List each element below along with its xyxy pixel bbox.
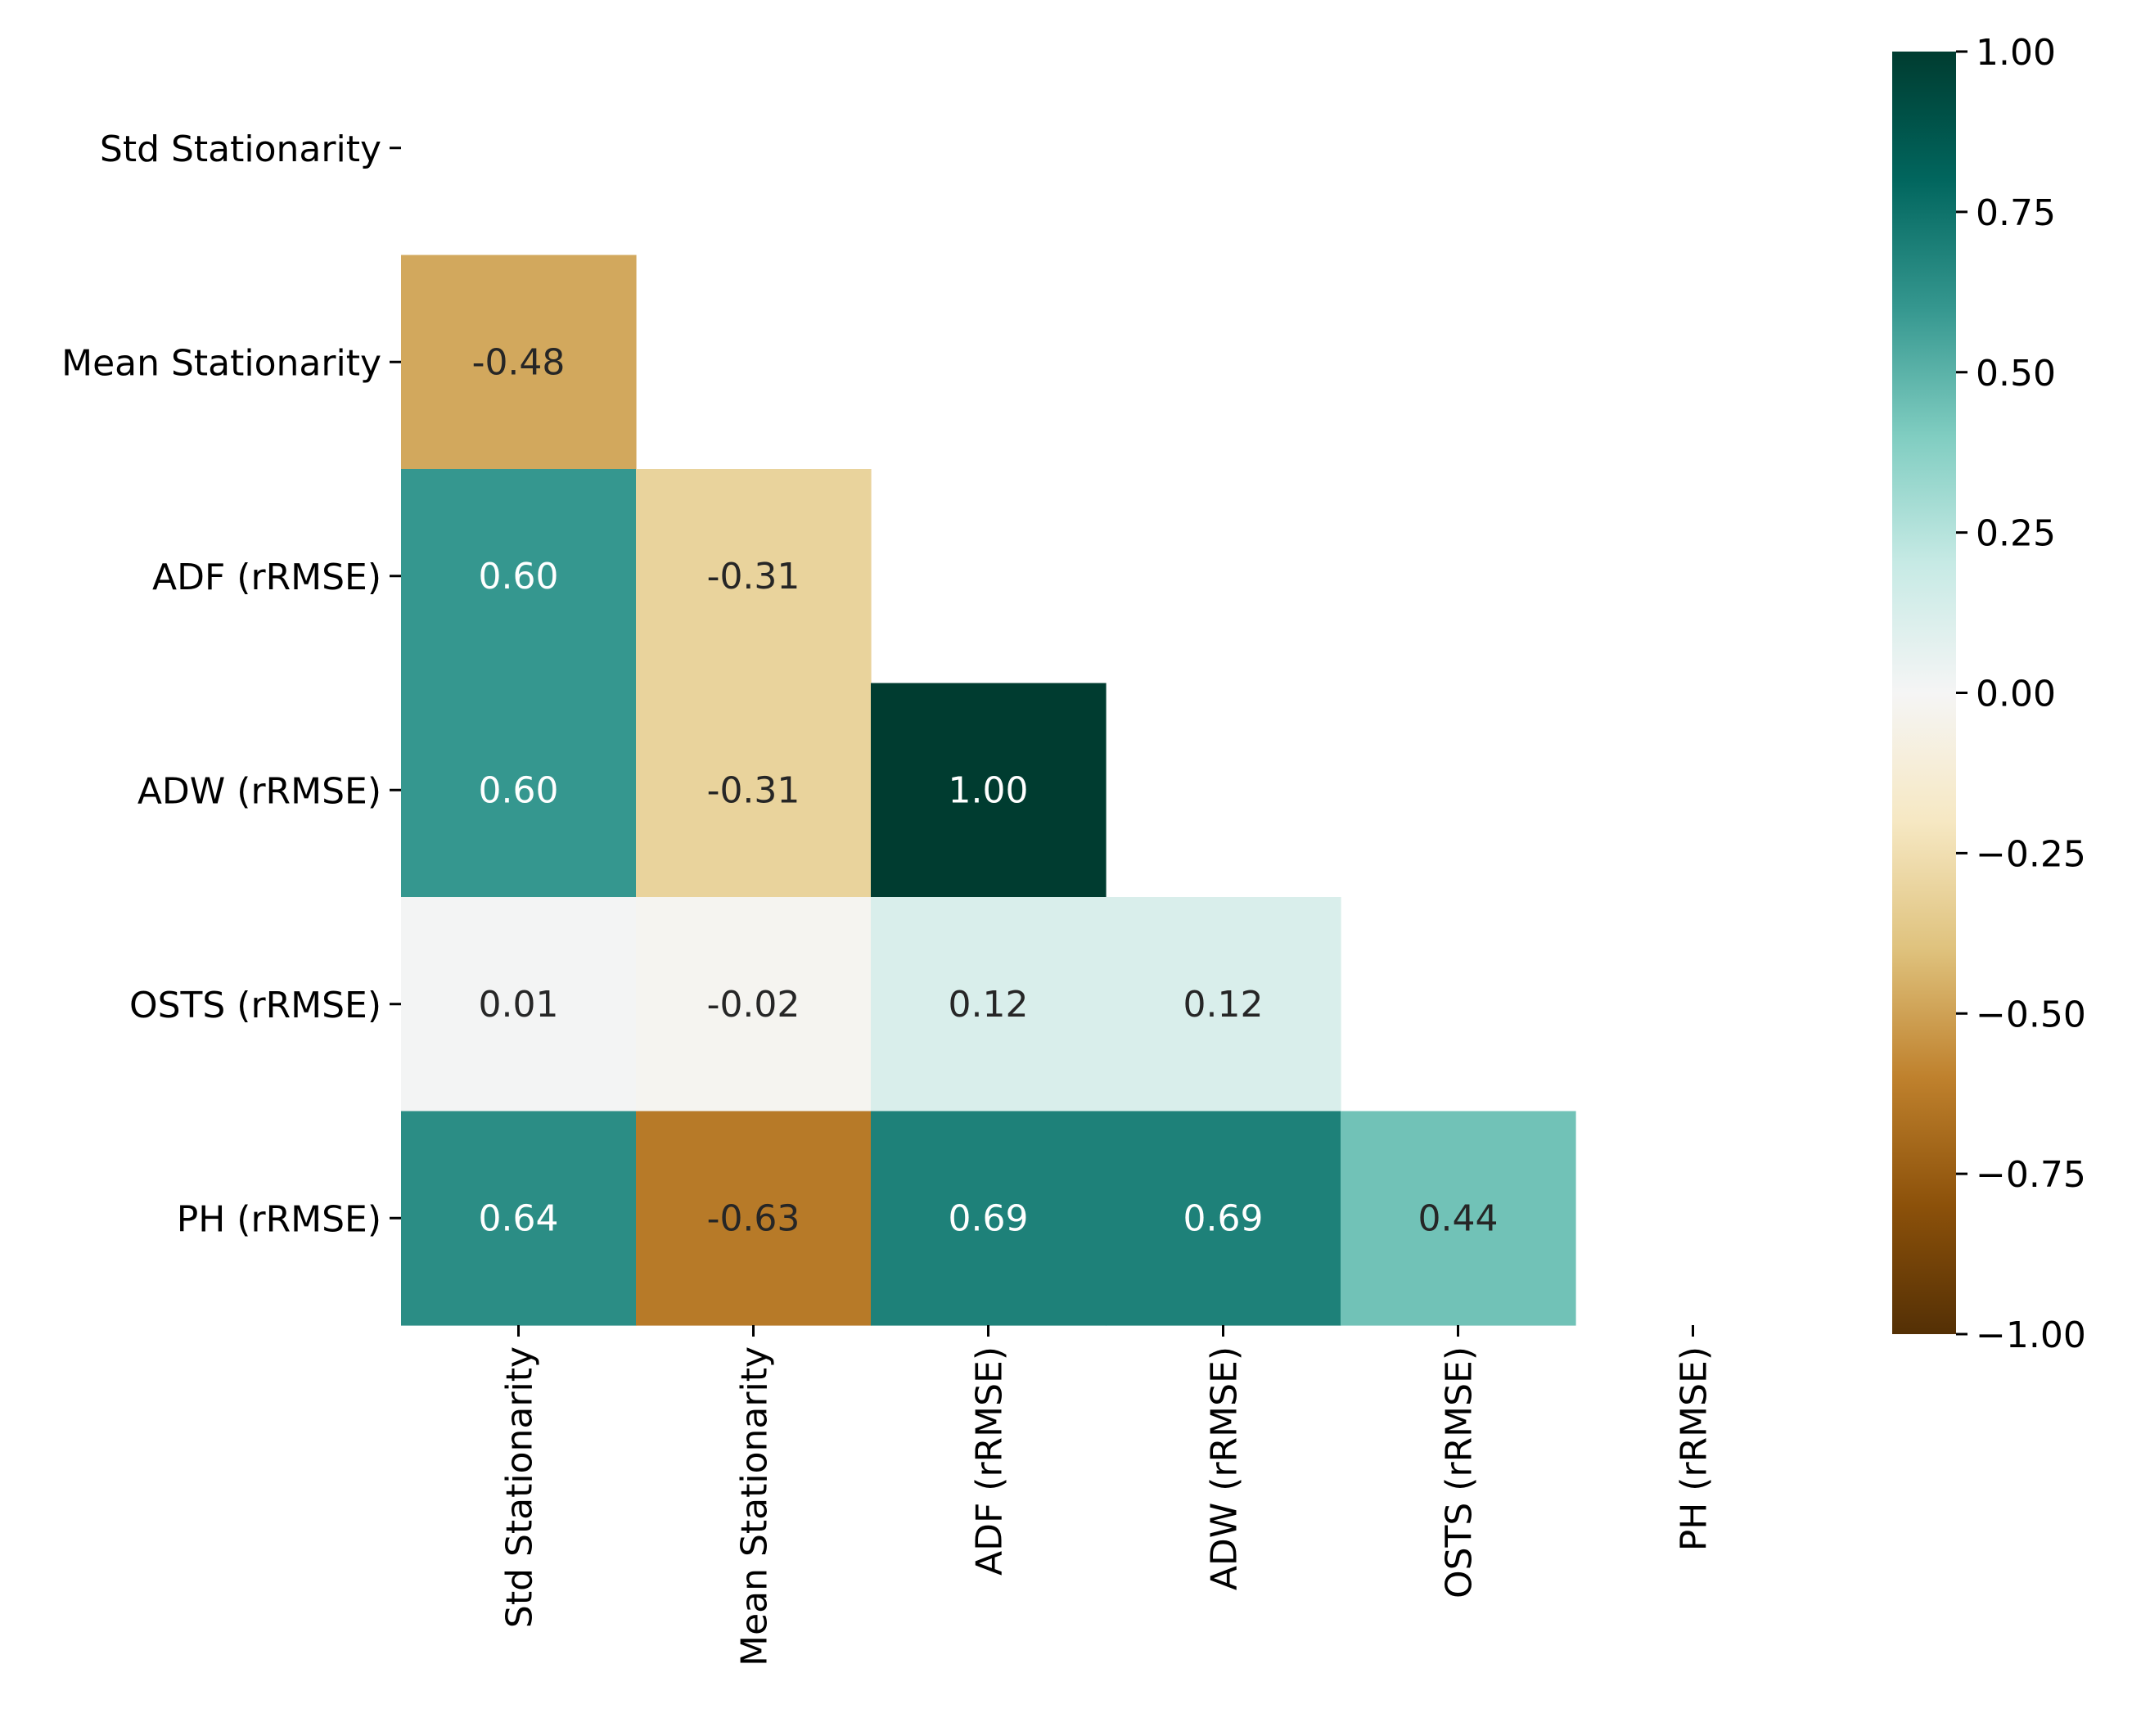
cell-value-label: 0.44 [1418,1197,1499,1239]
heatmap-cell [1106,1111,1341,1326]
heatmap-cells [401,255,1576,1326]
heatmap-cell [401,255,637,470]
x-tick-label: ADF (rRMSE) [969,1346,1011,1576]
cell-value-label: 0.60 [479,556,559,597]
heatmap-cell [636,683,872,898]
colorbar-tick-label: 1.00 [1976,32,2056,74]
x-tick-label: PH (rRMSE) [1674,1346,1715,1551]
cell-value-label: -0.31 [707,556,800,597]
heatmap-cell [871,897,1107,1112]
x-tick-label: ADW (rRMSE) [1204,1346,1246,1590]
colorbar-tick-label: −1.00 [1976,1314,2086,1356]
colorbar-tick-label: −0.25 [1976,833,2086,875]
colorbar-tick-label: −0.50 [1976,994,2086,1035]
heatmap-cell [401,683,637,898]
cell-value-label: -0.02 [707,984,800,1026]
y-tick-label: Mean Stationarity [61,342,381,384]
heatmap-cell [636,1111,872,1326]
colorbar-tick-label: −0.75 [1976,1154,2086,1196]
cell-value-label: 0.69 [949,1197,1029,1239]
heatmap-cell [636,897,872,1112]
y-tick-label: ADF (rRMSE) [152,557,381,598]
cell-value-label: 1.00 [949,769,1029,811]
cell-value-label: 0.12 [1183,984,1264,1026]
x-axis: Std Stationarity Mean Stationarity ADF (rR… [499,1325,1715,1666]
cell-value-label: 0.69 [1183,1197,1264,1239]
colorbar-tick-label: 0.75 [1976,192,2056,234]
cell-value-label: 0.60 [479,769,559,811]
heatmap-cell [401,1111,637,1326]
colorbar-gradient [1892,52,1956,1334]
y-tick-label: PH (rRMSE) [177,1198,381,1240]
y-tick-label: OSTS (rRMSE) [129,985,381,1026]
y-tick-label: ADW (rRMSE) [137,770,381,812]
cell-value-label: 0.64 [479,1197,559,1239]
heatmap-cell [871,1111,1107,1326]
cell-value-label: -0.31 [707,769,800,811]
heatmap-cell [636,469,872,684]
heatmap-cell [401,897,637,1112]
cell-value-label: -0.63 [707,1197,800,1239]
cell-value-label: -0.48 [472,341,566,383]
cell-value-label: 0.01 [479,984,559,1026]
heatmap-cell [401,469,637,684]
x-tick-label: OSTS (rRMSE) [1439,1346,1481,1598]
y-tick-label: Std Stationarity [100,129,381,170]
heatmap-cell [1106,897,1341,1112]
x-tick-label: Std Stationarity [499,1346,541,1628]
y-axis: Std Stationarity Mean Stationarity ADF (rR… [61,129,401,1240]
colorbar-tick-label: 0.50 [1976,353,2056,395]
cell-value-label: 0.12 [949,984,1029,1026]
colorbar-tick-label: 0.25 [1976,513,2056,555]
heatmap-cell [1341,1111,1576,1326]
colorbar: 1.00 0.75 0.50 0.25 0.00 −0.25 −0.50 −0.75 −1.00 [1892,32,2086,1356]
colorbar-tick-label: 0.00 [1976,674,2056,715]
heatmap-annotations: -0.48 0.60 -0.31 0.60 -0.31 1.00 0.01 -0.02 0.12… [472,341,1499,1239]
x-tick-label: Mean Stationarity [734,1346,776,1666]
heatmap-cell [871,683,1107,898]
